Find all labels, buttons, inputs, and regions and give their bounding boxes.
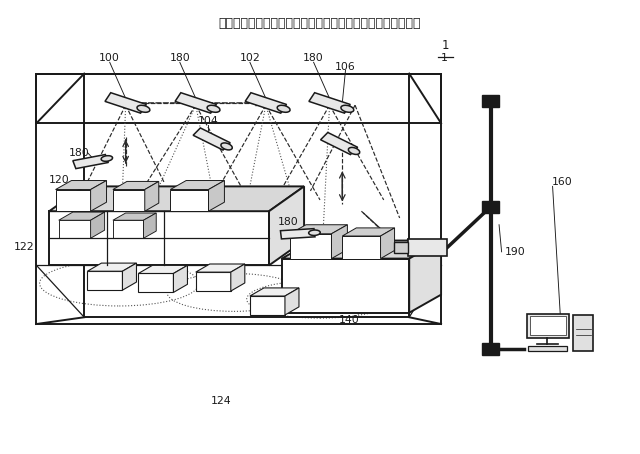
Ellipse shape (137, 105, 150, 112)
Bar (573, 315, 593, 351)
Polygon shape (409, 241, 441, 313)
Text: 本発明の一実施形態における位置情報管理システムを表す図: 本発明の一実施形態における位置情報管理システムを表す図 (219, 17, 421, 30)
Polygon shape (250, 288, 299, 296)
Bar (527, 314, 568, 338)
Polygon shape (231, 264, 245, 291)
Polygon shape (290, 234, 332, 259)
Polygon shape (209, 181, 225, 211)
Polygon shape (143, 213, 156, 238)
Ellipse shape (221, 143, 232, 150)
Polygon shape (269, 187, 304, 265)
Text: 180: 180 (170, 53, 190, 63)
Text: 1: 1 (441, 53, 448, 63)
Text: 122: 122 (13, 242, 34, 252)
Polygon shape (173, 265, 188, 292)
Polygon shape (282, 241, 441, 259)
Polygon shape (105, 93, 147, 113)
Polygon shape (321, 133, 358, 154)
Polygon shape (342, 228, 394, 236)
Bar (529, 345, 566, 351)
Polygon shape (49, 187, 304, 211)
Text: 124: 124 (211, 396, 232, 406)
Polygon shape (170, 181, 225, 190)
Ellipse shape (341, 105, 354, 112)
Polygon shape (113, 190, 145, 211)
Ellipse shape (101, 156, 113, 161)
Polygon shape (483, 343, 499, 355)
Text: 180: 180 (68, 148, 89, 158)
Polygon shape (282, 259, 409, 313)
Polygon shape (73, 154, 108, 168)
Text: 106: 106 (335, 62, 356, 72)
Polygon shape (56, 181, 106, 190)
Polygon shape (56, 190, 91, 211)
Text: 140: 140 (339, 315, 359, 325)
Polygon shape (309, 93, 350, 113)
Text: 1: 1 (442, 39, 449, 52)
Text: 160: 160 (552, 177, 573, 187)
Ellipse shape (277, 105, 290, 112)
Polygon shape (59, 220, 91, 238)
Polygon shape (483, 201, 499, 212)
Polygon shape (122, 263, 136, 290)
Ellipse shape (308, 230, 320, 236)
Text: 180: 180 (278, 217, 298, 227)
Polygon shape (145, 182, 159, 211)
Polygon shape (342, 236, 381, 259)
Polygon shape (91, 181, 106, 211)
Polygon shape (91, 212, 104, 238)
Polygon shape (88, 271, 122, 290)
Ellipse shape (348, 148, 360, 154)
Polygon shape (193, 128, 230, 150)
Text: 102: 102 (239, 53, 260, 63)
Polygon shape (483, 95, 499, 107)
Polygon shape (196, 264, 245, 272)
Polygon shape (250, 296, 285, 315)
Text: 104: 104 (198, 116, 219, 126)
Polygon shape (290, 225, 348, 234)
Polygon shape (113, 220, 143, 238)
Polygon shape (113, 182, 159, 190)
Polygon shape (280, 229, 315, 239)
Polygon shape (332, 225, 348, 259)
Ellipse shape (207, 105, 220, 112)
Text: 120: 120 (49, 175, 69, 185)
Polygon shape (175, 93, 216, 113)
Polygon shape (113, 213, 156, 220)
Text: 180: 180 (303, 53, 324, 63)
Polygon shape (394, 242, 408, 253)
Polygon shape (138, 265, 188, 273)
Polygon shape (59, 212, 104, 220)
Polygon shape (408, 239, 447, 256)
Polygon shape (49, 211, 269, 265)
Text: 190: 190 (505, 247, 525, 257)
Polygon shape (170, 190, 209, 211)
Polygon shape (245, 93, 287, 113)
Polygon shape (196, 272, 231, 291)
Polygon shape (285, 288, 299, 315)
Polygon shape (381, 228, 394, 259)
Text: 100: 100 (99, 53, 120, 63)
Polygon shape (138, 273, 173, 292)
Polygon shape (88, 263, 136, 271)
Bar (530, 316, 566, 336)
